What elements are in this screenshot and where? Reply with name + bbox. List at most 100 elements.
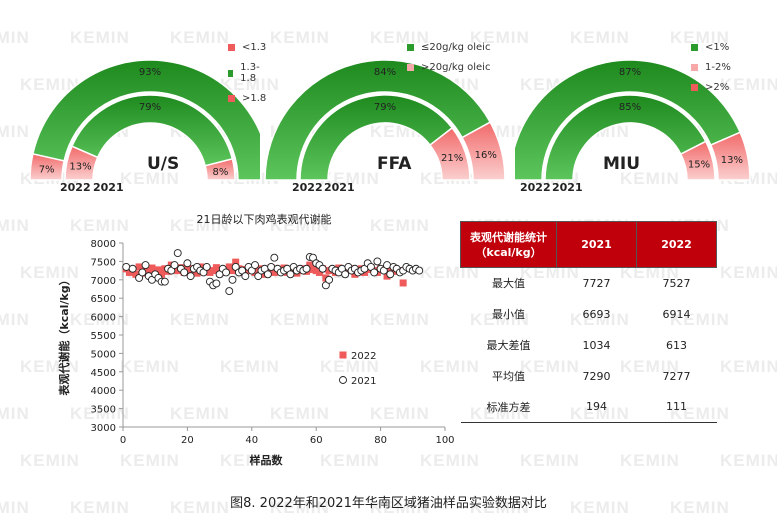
arc-value-label: 13% [69, 162, 91, 173]
stats-table: 表观代谢能统计（kcal/kg） 2021 2022 最大值 7727 7527… [460, 221, 717, 423]
outer-arc-segment [709, 131, 751, 181]
arc-value-label: 15% [688, 159, 710, 170]
gauge-ffa: 84% 16% 79% 21% ≤20g/kg oleic >20g/kg oleic… [260, 0, 520, 205]
gauge-ffa-legend: ≤20g/kg oleic >20g/kg oleic [407, 42, 490, 82]
x-tick-label: 80 [374, 435, 387, 446]
x-axis-label: 样品数 [250, 453, 284, 467]
legend-item: ≤20g/kg oleic [407, 42, 490, 53]
watermark-text: KEMIN [0, 404, 30, 423]
point-2021 [186, 272, 195, 281]
y-tick-label: 3000 [91, 423, 116, 434]
year-label: 2021 [552, 181, 583, 194]
gauge-us-legend: <1.3 1.3-1.8 >1.8 [228, 42, 266, 113]
table-cell: 7277 [662, 369, 691, 383]
point-2022 [225, 263, 233, 271]
arc-value-label: 8% [213, 167, 229, 178]
point-2022 [399, 279, 407, 287]
scatter-chart: 21日龄以下肉鸡表观代谢能300035004000450050005500600… [57, 212, 455, 467]
x-tick-label: 100 [435, 435, 454, 446]
point-2022 [315, 268, 323, 276]
table-header-cell: 2022 [636, 221, 717, 268]
outer-arc-segment [31, 59, 260, 181]
outer-arc-segment [264, 59, 492, 181]
point-2021 [128, 264, 137, 273]
legend-item: 1.3-1.8 [228, 62, 266, 84]
legend-marker-2022 [339, 351, 347, 359]
point-2021 [325, 275, 334, 284]
point-2021 [341, 270, 350, 279]
table-cell: 6693 [582, 307, 611, 321]
y-tick-label: 8000 [91, 239, 116, 250]
point-2021 [228, 275, 237, 284]
legend-swatch [691, 84, 698, 91]
table-cell: 7290 [582, 369, 611, 383]
legend-label: 1.3-1.8 [240, 62, 260, 84]
point-2022 [132, 270, 140, 278]
table-row-label: 最小值 [492, 308, 525, 321]
outer-arc-segment [515, 59, 742, 181]
point-2021 [170, 261, 179, 270]
legend-item: >2% [691, 82, 731, 93]
y-tick-label: 7500 [91, 257, 116, 268]
point-2021 [386, 270, 395, 279]
point-2021 [141, 261, 150, 270]
arc-value-label: 85% [619, 102, 641, 113]
point-2022 [306, 261, 314, 269]
outer-arc-segment [461, 121, 506, 181]
inner-arc-segment [679, 140, 716, 181]
watermark-text: KEMIN [620, 451, 680, 470]
arc-value-label: 84% [374, 67, 396, 78]
legend-item: 1-2% [691, 62, 731, 73]
y-tick-label: 6500 [91, 294, 116, 305]
arc-value-label: 87% [619, 67, 641, 78]
gauge-metric-label: FFA [377, 154, 412, 174]
point-2022 [193, 269, 201, 277]
y-tick-label: 7000 [91, 276, 116, 287]
watermark-text: KEMIN [720, 263, 777, 282]
arc-value-label: 79% [139, 102, 161, 113]
point-2021 [212, 279, 221, 288]
point-2021 [373, 257, 382, 266]
legend-swatch [228, 44, 235, 51]
point-2021 [222, 268, 230, 277]
point-2021 [202, 262, 211, 271]
legend-label: ≤20g/kg oleic [421, 42, 491, 53]
point-2021 [263, 270, 272, 279]
point-2022 [158, 270, 166, 278]
inner-arc-segment [71, 94, 234, 167]
legend-item: <1% [691, 42, 731, 53]
legend-item: <1.3 [228, 42, 266, 53]
gauge-metric-label: U/S [147, 154, 180, 174]
legend-swatch [228, 95, 235, 102]
table-row-label: 最大差值 [486, 339, 531, 352]
point-2021 [370, 268, 379, 277]
year-label: 2021 [93, 181, 124, 194]
legend-label: <1% [705, 42, 730, 53]
year-label: 2022 [520, 181, 551, 194]
point-2021 [183, 259, 192, 268]
table-row: 最大值 7727 7527 [461, 268, 717, 299]
table-row: 最小值 6693 6914 [461, 299, 717, 330]
legend-swatch [691, 64, 698, 71]
legend-label: 2022 [351, 351, 376, 362]
table-row: 标准方差 194 111 [460, 392, 717, 423]
gauge-ffa-arcs: 84% 16% 79% 21% [264, 59, 506, 181]
point-2021 [225, 287, 234, 296]
point-2021 [241, 272, 250, 281]
legend-swatch [407, 64, 414, 71]
figure-caption: 图8. 2022年和2021年华南区域猪油样品实验数据对比 [230, 496, 547, 511]
point-2021 [286, 270, 295, 279]
legend-marker-2021 [339, 376, 347, 384]
year-label: 2022 [60, 181, 91, 194]
legend-item: >1.8 [228, 93, 266, 104]
arc-value-label: 21% [441, 153, 463, 164]
legend-label: >20g/kg oleic [421, 62, 491, 73]
inner-arc-segment [428, 126, 471, 181]
y-axis-label: 表观代谢能（kcal/kg） [57, 274, 71, 396]
chart-title: 21日龄以下肉鸡表观代谢能 [197, 212, 332, 226]
point-2021 [415, 266, 424, 275]
table-cell: 1034 [582, 338, 611, 352]
arc-value-label: 93% [139, 67, 161, 78]
table-cell: 7527 [662, 276, 691, 290]
legend-item: >20g/kg oleic [407, 62, 490, 73]
